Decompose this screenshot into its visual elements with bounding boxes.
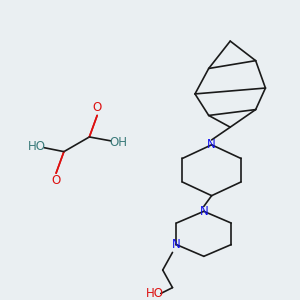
Text: N: N	[200, 205, 208, 218]
Text: N: N	[172, 238, 181, 251]
Text: HO: HO	[28, 140, 46, 153]
Text: O: O	[92, 101, 102, 114]
Text: HO: HO	[146, 287, 164, 300]
Text: OH: OH	[110, 136, 128, 149]
Text: N: N	[207, 138, 216, 151]
Text: O: O	[52, 175, 61, 188]
